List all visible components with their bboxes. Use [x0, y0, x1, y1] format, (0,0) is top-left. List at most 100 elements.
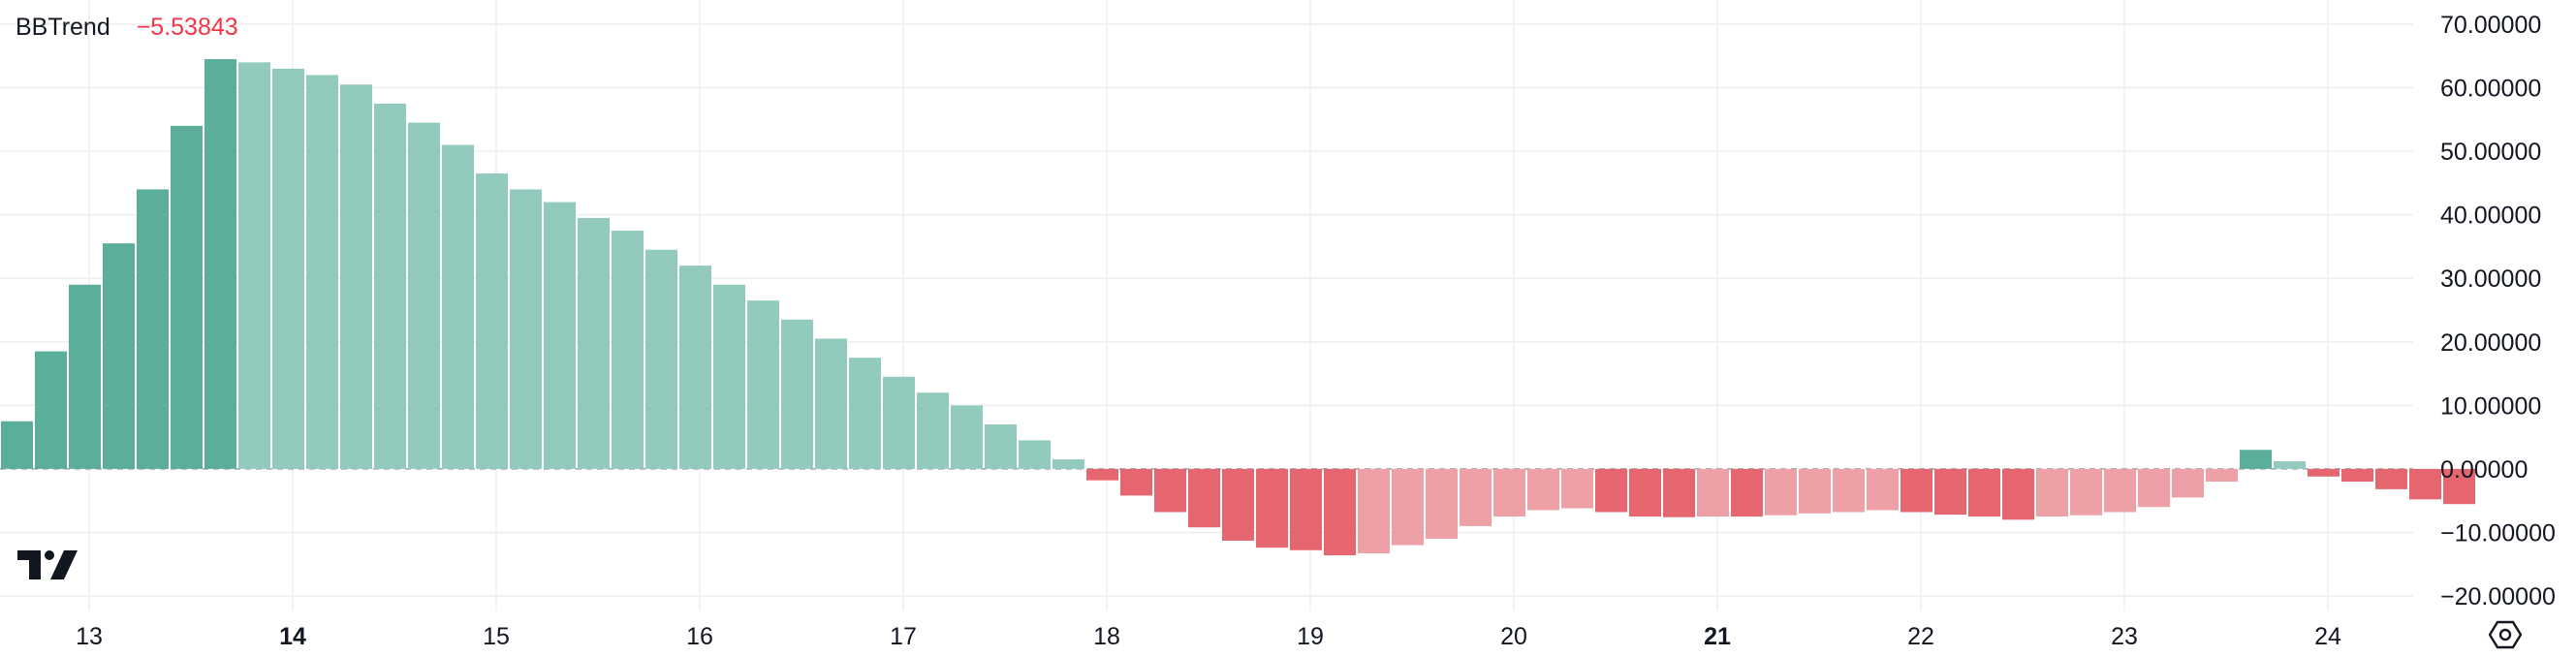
histogram-bar[interactable] — [2002, 468, 2034, 520]
histogram-bar[interactable] — [2308, 468, 2340, 477]
histogram-bar[interactable] — [238, 62, 270, 469]
histogram-bar[interactable] — [1901, 468, 1932, 513]
y-tick-label: 0.00000 — [2440, 456, 2528, 484]
histogram-bar[interactable] — [1, 421, 33, 469]
histogram-bar[interactable] — [1493, 468, 1525, 517]
histogram-bar[interactable] — [442, 144, 474, 469]
histogram-bar[interactable] — [1019, 440, 1051, 469]
histogram-bar[interactable] — [69, 284, 101, 469]
histogram-bar[interactable] — [2070, 468, 2102, 516]
y-tick-label: 40.00000 — [2440, 203, 2541, 230]
histogram-bar[interactable] — [815, 338, 847, 469]
tradingview-logo-icon[interactable] — [17, 548, 81, 581]
histogram-bar[interactable] — [1629, 468, 1661, 517]
histogram-bar[interactable] — [1867, 468, 1899, 511]
histogram-bar[interactable] — [1731, 468, 1763, 517]
histogram-bar[interactable] — [1595, 468, 1627, 513]
x-tick-label: 16 — [686, 623, 713, 650]
histogram-bar[interactable] — [204, 59, 236, 469]
histogram-bar[interactable] — [2443, 468, 2475, 505]
time-axis[interactable]: 13 14 15 16 17 18 19 20 21 22 23 24 — [76, 623, 2341, 650]
histogram-bar[interactable] — [510, 189, 542, 469]
indicator-value: −5.53843 — [136, 14, 238, 41]
histogram-bar[interactable] — [713, 284, 745, 469]
histogram-bar[interactable] — [1324, 468, 1356, 556]
histogram-bar[interactable] — [612, 231, 644, 469]
y-tick-label: −20.00000 — [2440, 583, 2556, 610]
histogram-bar[interactable] — [951, 405, 983, 469]
histogram-bar[interactable] — [137, 189, 169, 469]
x-tick-label: 13 — [76, 623, 103, 650]
histogram-bar[interactable] — [1968, 468, 2000, 517]
y-tick-label: 20.00000 — [2440, 329, 2541, 357]
histogram-bar[interactable] — [883, 376, 915, 469]
y-tick-label: 70.00000 — [2440, 12, 2541, 39]
histogram-bar[interactable] — [2036, 468, 2068, 517]
histogram-bar[interactable] — [1086, 468, 1118, 481]
histogram-bar[interactable] — [578, 217, 610, 469]
y-tick-label: −10.00000 — [2440, 519, 2556, 547]
histogram-bar[interactable] — [1426, 468, 1458, 539]
x-tick-label: 22 — [1907, 623, 1934, 650]
histogram-bar[interactable] — [2104, 468, 2136, 513]
x-tick-label: 24 — [2314, 623, 2341, 650]
y-tick-label: 10.00000 — [2440, 392, 2541, 420]
histogram-bar[interactable] — [1392, 468, 1424, 546]
histogram-bar[interactable] — [544, 202, 576, 469]
y-tick-label: 30.00000 — [2440, 266, 2541, 293]
histogram-bar[interactable] — [1052, 459, 1084, 469]
histogram-bar[interactable] — [2274, 461, 2306, 469]
histogram-bar[interactable] — [476, 173, 508, 469]
histogram-bar[interactable] — [747, 300, 779, 469]
indicator-title[interactable]: BBTrend — [16, 14, 110, 41]
histogram-bar[interactable] — [849, 358, 881, 469]
histogram-bar[interactable] — [1290, 468, 1322, 550]
histogram-bar[interactable] — [645, 249, 677, 469]
x-tick-label: 17 — [890, 623, 917, 650]
histogram-bar[interactable] — [306, 75, 338, 469]
x-tick-label: 23 — [2111, 623, 2138, 650]
histogram-bar[interactable] — [1663, 468, 1695, 517]
histogram-bar[interactable] — [781, 319, 813, 469]
histogram-bar[interactable] — [1934, 468, 1966, 516]
histogram-bar[interactable] — [272, 68, 304, 469]
histogram-bar[interactable] — [985, 424, 1017, 469]
histogram-bar[interactable] — [1765, 468, 1797, 516]
histogram-bar[interactable] — [1256, 468, 1288, 548]
histogram-bar[interactable] — [171, 125, 203, 469]
x-tick-label: 15 — [483, 623, 510, 650]
histogram-bar[interactable] — [1358, 468, 1390, 554]
histogram-bar[interactable] — [679, 266, 711, 469]
histogram-bar[interactable] — [1527, 468, 1559, 511]
histogram-bar[interactable] — [2240, 450, 2272, 469]
histogram-bar[interactable] — [408, 122, 440, 469]
histogram-bar[interactable] — [2341, 468, 2373, 482]
histogram-bar[interactable] — [1120, 468, 1152, 496]
histogram-bar[interactable] — [2206, 468, 2238, 482]
histogram-bar[interactable] — [35, 351, 67, 469]
histogram-bar[interactable] — [1460, 468, 1492, 526]
histogram-bar[interactable] — [1697, 468, 1729, 517]
indicator-legend[interactable]: BBTrend −5.53843 — [16, 14, 238, 42]
histogram-bar[interactable] — [917, 392, 949, 469]
histogram-bar[interactable] — [2375, 468, 2407, 489]
histogram-bars[interactable] — [1, 59, 2475, 556]
price-axis[interactable]: 70.00000 60.00000 50.00000 40.00000 30.00000… — [2440, 12, 2556, 610]
histogram-bar[interactable] — [103, 243, 135, 469]
histogram-bar[interactable] — [1222, 468, 1254, 541]
histogram-bar[interactable] — [1154, 468, 1186, 513]
histogram-bar[interactable] — [340, 84, 372, 469]
histogram-bar[interactable] — [1799, 468, 1831, 514]
histogram-bar[interactable] — [2138, 468, 2170, 508]
histogram-bar[interactable] — [374, 103, 406, 469]
histogram-bar[interactable] — [1833, 468, 1865, 513]
histogram-bar[interactable] — [1561, 468, 1593, 509]
histogram-bar[interactable] — [1188, 468, 1220, 528]
histogram-bar[interactable] — [2409, 468, 2441, 500]
histogram-bar[interactable] — [2172, 468, 2204, 498]
x-tick-label: 18 — [1093, 623, 1120, 650]
y-tick-label: 50.00000 — [2440, 139, 2541, 166]
settings-icon[interactable] — [2489, 618, 2522, 651]
